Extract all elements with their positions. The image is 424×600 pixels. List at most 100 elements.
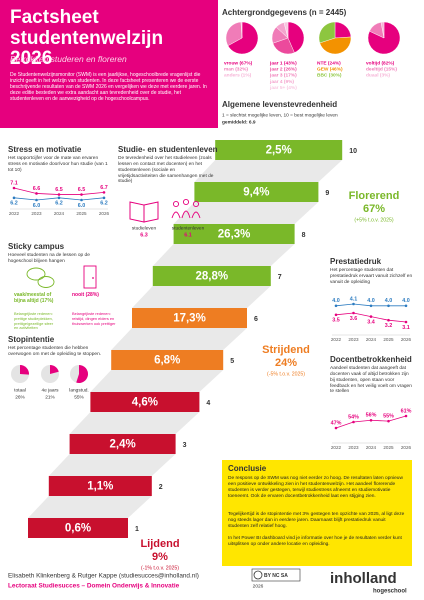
trend-point xyxy=(57,196,61,200)
category-label: 4e jaars xyxy=(41,387,59,393)
stair-step xyxy=(48,476,152,496)
license-badge xyxy=(251,568,301,582)
option-label: vaak/meestal of bijna altijd (17%) xyxy=(14,292,54,305)
group-change: (-1% t.o.v. 2025) xyxy=(141,565,179,571)
step-value: 0,6% xyxy=(65,523,91,535)
step-level: 6 xyxy=(254,316,258,323)
step-level: 8 xyxy=(302,232,306,239)
stair-step xyxy=(194,182,319,202)
pie-slice xyxy=(50,365,59,374)
year-label: 2025 xyxy=(76,211,87,216)
year-label: 2026 xyxy=(401,337,412,342)
section-text: Het percentage studenten dat prestatiedr… xyxy=(330,268,413,285)
step-level: 2 xyxy=(159,484,163,491)
step-value: 17,3% xyxy=(173,313,206,325)
group-value: 9% xyxy=(152,551,168,563)
pie-slice xyxy=(319,36,352,55)
point-label: 3.6 xyxy=(350,316,358,322)
point-label: 7.1 xyxy=(10,180,18,186)
pie-slice xyxy=(76,365,89,383)
conclusion-box xyxy=(222,460,412,566)
section-title: Sticky campus xyxy=(8,242,65,251)
year-label: 2023 xyxy=(348,337,359,342)
step-level: 4 xyxy=(206,400,210,407)
section-title: Conclusie xyxy=(228,464,267,473)
year-label: 2023 xyxy=(31,211,42,216)
stair-step xyxy=(111,350,224,370)
category-label: totaal xyxy=(14,387,26,393)
legend-label: anders (1%) xyxy=(224,73,252,79)
year-label: 2024 xyxy=(366,337,377,342)
legend-label: deeltijd (15%) xyxy=(366,66,397,72)
trend-point xyxy=(12,186,16,190)
person-head xyxy=(182,198,190,206)
trend-point xyxy=(102,191,106,194)
license-text: BY NC SA xyxy=(264,573,288,579)
step-value: 2,4% xyxy=(109,439,135,451)
step-level: 9 xyxy=(325,190,329,197)
stair-step xyxy=(69,434,176,454)
year-label: 2022 xyxy=(9,211,20,216)
section-title: Achtergrondgegevens (n = 2445) xyxy=(222,8,347,17)
point-label: 6.6 xyxy=(33,186,41,192)
door-icon xyxy=(83,265,97,289)
point-label: 4.0 xyxy=(385,298,393,304)
legend-label: jaar 4 (9%) xyxy=(269,79,294,85)
point-label: 6.2 xyxy=(100,201,108,207)
step-level: 7 xyxy=(278,274,282,281)
trend-point xyxy=(35,192,38,195)
stair-step xyxy=(173,224,295,244)
section-text: Aandeel studenten dat aangeeft dat docen… xyxy=(330,366,412,395)
conclusion-paragraph: De respons op de SWM was nog niet eerder… xyxy=(228,476,403,499)
bubble-icon xyxy=(26,267,46,281)
point-label: 4.0 xyxy=(402,298,410,304)
section-text: De tevredenheid over het studieleven (zo… xyxy=(118,156,214,185)
intro-text: De Studentenwelzijnsmonitor (SWM) is een… xyxy=(10,72,207,103)
point-label: 4.0 xyxy=(332,298,340,304)
step-value: 9,4% xyxy=(243,187,269,199)
item-value: 6.3 xyxy=(140,232,148,238)
legend-label: voltijd (82%) xyxy=(366,60,395,66)
section-title: Docentbetrokkenheid xyxy=(330,355,412,364)
point-label: 6.5 xyxy=(55,187,63,193)
point-label: 47% xyxy=(331,420,342,426)
legend-label: man (32%) xyxy=(224,66,248,72)
person-body xyxy=(171,211,181,219)
point-label: 6.2 xyxy=(10,201,18,207)
pie-slice xyxy=(225,21,243,46)
trend-point xyxy=(35,198,38,202)
year-label: 2025 xyxy=(383,337,394,342)
year-label: 2026 xyxy=(99,211,110,216)
point-label: 3.2 xyxy=(385,323,393,329)
section-title: Studie- en studentenleven xyxy=(118,145,218,154)
scale-note: 1 = slechtst mogelijke leven, 10 = best … xyxy=(222,112,338,118)
value-label: 26% xyxy=(15,394,25,400)
point-label: 3.5 xyxy=(332,318,340,324)
group-value: 67% xyxy=(363,203,385,215)
logo-sub: hogeschool xyxy=(373,589,407,595)
item-value: 6.1 xyxy=(184,232,192,238)
legend-label: NTE (24%) xyxy=(317,60,341,66)
pie-slice xyxy=(318,21,336,44)
value-label: 55% xyxy=(74,394,84,400)
step-value: 26,3% xyxy=(218,229,251,241)
pie-slice xyxy=(283,21,289,39)
option-label: nooit (28%) xyxy=(72,292,99,298)
legend-label: duaal (3%) xyxy=(366,73,390,79)
page-subtitle: Betrokken studeren en floreren xyxy=(10,54,127,64)
section-text: Het percentage studenten die hebben over… xyxy=(8,346,102,357)
point-label: 6.0 xyxy=(78,203,86,209)
trend-point xyxy=(404,320,408,324)
trend-point xyxy=(12,196,16,200)
point-label: 6.2 xyxy=(55,201,63,207)
header-band xyxy=(0,0,218,128)
stair-tread xyxy=(194,160,343,182)
person-head xyxy=(172,200,180,208)
page-title: Factsheet studentenwelzijn 2026 xyxy=(10,7,164,70)
trend-point xyxy=(334,313,338,317)
group-name: Lijdend xyxy=(140,538,179,550)
trend-point xyxy=(369,315,373,318)
year-label: 2023 xyxy=(348,445,359,450)
point-label: 61% xyxy=(401,408,412,414)
